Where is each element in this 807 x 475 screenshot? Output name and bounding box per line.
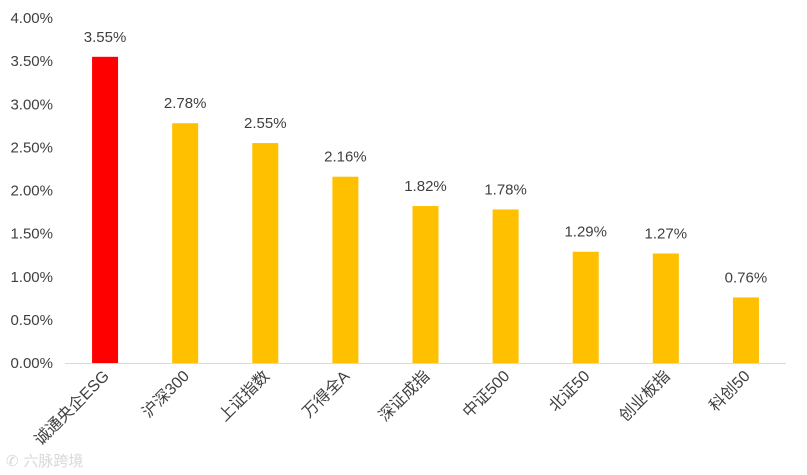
- x-tick-label: 深证成指: [375, 367, 433, 425]
- bars: [92, 56, 759, 363]
- y-tick-label: 3.00%: [10, 96, 53, 113]
- x-tick-label: 沪深300: [139, 367, 193, 421]
- data-label: 1.29%: [564, 224, 607, 241]
- x-tick-label: 诚通央企ESG: [31, 367, 113, 449]
- y-tick-label: 2.00%: [10, 183, 53, 200]
- data-label: 2.78%: [164, 95, 207, 112]
- x-tick-label: 创业板指: [616, 367, 674, 425]
- bar: [492, 209, 519, 363]
- x-tick-label: 北证50: [546, 367, 594, 415]
- watermark-text: 六脉跨境: [23, 452, 84, 470]
- y-tick-label: 1.50%: [10, 226, 53, 243]
- y-tick-label: 0.00%: [10, 355, 53, 372]
- x-tick-label: 科创50: [706, 367, 754, 415]
- bar: [172, 123, 199, 363]
- data-label: 1.27%: [645, 225, 688, 242]
- y-tick-label: 1.00%: [10, 269, 53, 286]
- x-axis: 诚通央企ESG 沪深300 上证指数 万得全A 深证成指 中证500 北证50 创业板指 科创5…: [31, 367, 754, 449]
- bar: [252, 143, 279, 363]
- speech-bubble-icon: ✆: [6, 452, 19, 470]
- data-label: 2.16%: [324, 149, 367, 166]
- data-label: 3.55%: [84, 29, 127, 46]
- x-tick-label: 中证500: [459, 367, 513, 421]
- y-tick-label: 0.50%: [10, 312, 53, 329]
- data-labels: 3.55% 2.78% 2.55% 2.16% 1.82% 1.78% 1.29% 1.27%…: [84, 29, 767, 287]
- y-tick-label: 4.00%: [10, 10, 53, 27]
- x-tick-label: 万得全A: [299, 367, 353, 421]
- bar: [572, 251, 599, 363]
- data-label: 2.55%: [244, 115, 287, 132]
- bar: [332, 176, 359, 363]
- x-tick-label: 上证指数: [215, 367, 273, 425]
- y-axis: 0.00% 0.50% 1.00% 1.50% 2.00% 2.50% 3.00% 3.50%…: [10, 10, 53, 372]
- data-label: 1.82%: [404, 178, 447, 195]
- watermark: ✆ 六脉跨境: [6, 450, 83, 471]
- data-label: 1.78%: [484, 181, 527, 198]
- bar: [92, 56, 119, 363]
- bar: [412, 206, 439, 363]
- bar: [732, 297, 759, 363]
- y-tick-label: 2.50%: [10, 139, 53, 156]
- y-tick-label: 3.50%: [10, 53, 53, 70]
- bar: [652, 253, 679, 363]
- data-label: 0.76%: [725, 269, 768, 286]
